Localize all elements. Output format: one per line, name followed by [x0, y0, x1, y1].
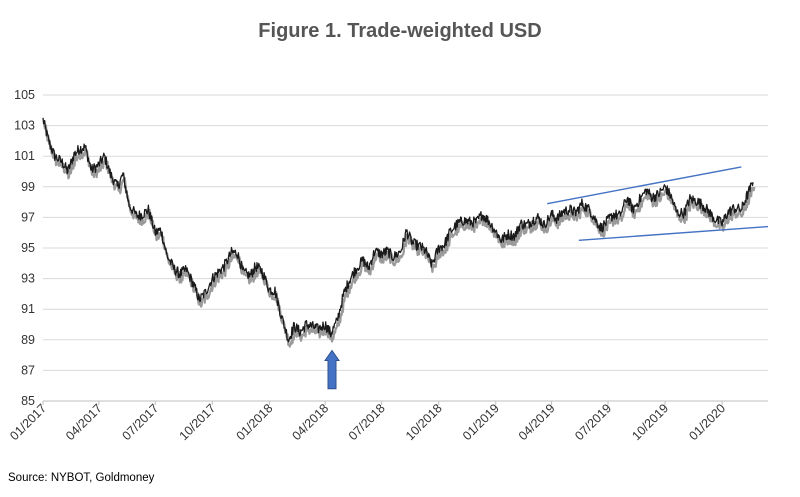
x-axis-ticks: 01/2017 04/2017 07/2017 10/2017 01/2018 04/20… — [7, 401, 728, 443]
x-tick-label: 01/2018 — [234, 401, 276, 443]
x-tick-label: 04/2017 — [63, 401, 105, 443]
x-tick-label: 07/2018 — [346, 401, 388, 443]
x-tick-label: 10/2019 — [629, 401, 671, 443]
gridlines — [43, 94, 768, 402]
x-tick-label: 07/2019 — [572, 401, 614, 443]
series-layer — [42, 117, 756, 348]
y-axis-ticks: 85 87 89 91 93 95 97 99 101 103 105 — [14, 88, 35, 408]
annotation-layer — [324, 349, 340, 390]
x-tick-label: 01/2019 — [460, 401, 502, 443]
y-tick-label: 93 — [21, 272, 35, 286]
trendline-layer — [547, 166, 769, 242]
x-tick-label: 07/2017 — [120, 401, 162, 443]
y-tick-label: 89 — [21, 333, 35, 347]
chart-title: Figure 1. Trade-weighted USD — [258, 20, 542, 42]
y-tick-label: 85 — [21, 394, 35, 408]
y-tick-label: 101 — [14, 149, 35, 163]
x-tick-label: 01/2020 — [686, 401, 728, 443]
y-tick-label: 87 — [21, 363, 35, 377]
up-arrow-annotation — [324, 349, 340, 390]
series-line — [42, 117, 754, 343]
source-note: Source: NYBOT, Goldmoney — [8, 472, 155, 484]
y-tick-label: 105 — [14, 88, 35, 102]
x-tick-label: 10/2018 — [403, 401, 445, 443]
y-tick-label: 95 — [21, 241, 35, 255]
y-tick-label: 97 — [21, 210, 35, 224]
y-tick-label: 91 — [21, 302, 35, 316]
x-tick-label: 04/2018 — [289, 401, 331, 443]
x-tick-label: 10/2017 — [177, 401, 219, 443]
trendline — [578, 225, 769, 242]
x-tick-label: 04/2019 — [516, 401, 558, 443]
y-tick-label: 103 — [14, 119, 35, 133]
trendline — [547, 166, 742, 205]
y-tick-label: 99 — [21, 180, 35, 194]
